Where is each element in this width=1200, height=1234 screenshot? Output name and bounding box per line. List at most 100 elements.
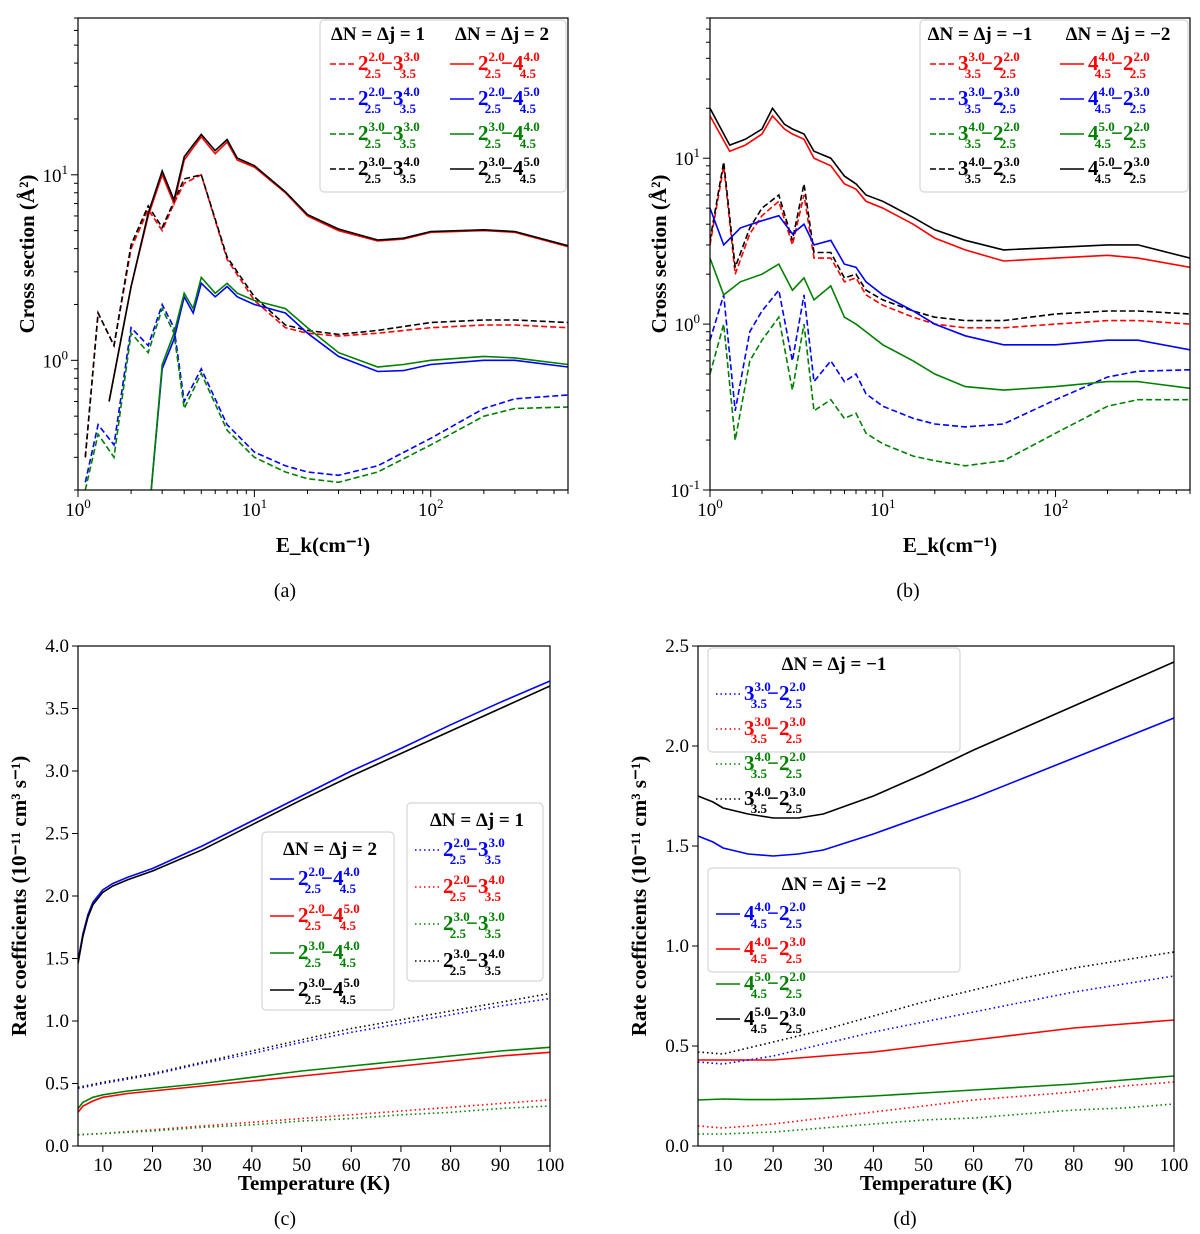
legend-label: 23.0 2.5−44.0 4.5 [478, 119, 540, 151]
legend-label: 22.0 2.5−34.0 3.5 [443, 872, 505, 904]
y-tick-label: 2.5 [665, 636, 689, 657]
x-tick-label: 80 [1064, 1155, 1083, 1176]
legend-label: 22.0 2.5−45.0 4.5 [478, 84, 540, 116]
legend-title: ΔN = Δj = −1 [928, 24, 1033, 45]
legend-label: 23.0 2.5−34.0 3.5 [443, 946, 505, 978]
caption-b: (b) [896, 580, 919, 602]
legend-d-1: ΔN = Δj = −2 44.0 4.5−22.0 2.544.0 4.5−23.0 2… [707, 867, 961, 1036]
series-group [698, 661, 1174, 1135]
x-tick-label: 90 [1114, 1155, 1133, 1176]
series-line-b-1 [710, 288, 1190, 428]
y-tick-label: 1.0 [45, 1011, 69, 1032]
legend-label: 44.0 4.5−22.0 2.5 [1088, 49, 1150, 81]
legend-label: 44.0 4.5−23.0 2.5 [1088, 84, 1150, 116]
legend-label: 44.0 4.5−23.0 2.5 [744, 934, 806, 966]
series-line-c-6 [78, 1105, 550, 1136]
legend-label: 22.0 2.5−44.0 4.5 [478, 49, 540, 81]
legend-label: 22.0 2.5−34.0 3.5 [358, 84, 420, 116]
y-tick-label: 3.5 [45, 699, 69, 720]
series-line-c-2 [78, 1046, 550, 1110]
legend-a-1: ΔN = Δj = 2 22.0 2.5−44.0 4.522.0 2.5−45.0 4.… [450, 24, 549, 186]
series-group [84, 133, 568, 490]
x-tick-label: 40 [242, 1155, 261, 1176]
legend-c-1: ΔN = Δj = 1 22.0 2.5−33.0 3.5 22.0 2.5−34.0 3.… [406, 802, 544, 982]
series-group [710, 106, 1190, 467]
x-tick-label: 50 [292, 1155, 311, 1176]
caption-d: (d) [893, 1208, 916, 1230]
y-tick-label: 0.0 [45, 1136, 69, 1157]
series-line-b-7 [710, 106, 1190, 259]
legend-label: 23.0 2.5−45.0 4.5 [298, 975, 360, 1007]
legend-title: ΔN = Δj = 1 [430, 810, 524, 831]
y-tick-label: 101 [675, 145, 701, 170]
series-line-a-6 [150, 275, 568, 490]
legend-frame [261, 831, 395, 1011]
legend-title: ΔN = Δj = −1 [782, 654, 887, 675]
series-line-c-7 [78, 992, 550, 1089]
legend-label: 22.0 2.5−44.0 4.5 [298, 864, 360, 896]
legend-label: 33.0 3.5−23.0 2.5 [958, 84, 1020, 116]
series-line-a-4 [108, 135, 568, 402]
series-line-b-4 [710, 114, 1190, 269]
y-tick-label: 101 [43, 162, 69, 187]
series-line-d-6 [698, 1103, 1174, 1135]
legend-label: 23.0 2.5−34.0 3.5 [358, 154, 420, 186]
series-line-a-7 [108, 133, 568, 402]
legend-label: 22.0 2.5−33.0 3.5 [443, 835, 505, 867]
legend-label: 34.0 3.5−23.0 2.5 [958, 154, 1020, 186]
series-line-d-2 [698, 1075, 1174, 1101]
legend-frame [406, 802, 544, 982]
legend-a-0: ΔN = Δj = 1 22.0 2.5−33.0 3.522.0 2.5−34.0 3.… [319, 19, 567, 193]
y-tick-label: 2.0 [665, 736, 689, 757]
x-axis-label: E_k(cm⁻¹) [903, 533, 997, 557]
caption-c: (c) [274, 1208, 296, 1230]
legend-label: 34.0 3.5−22.0 2.5 [958, 119, 1020, 151]
legend-d-0: ΔN = Δj = −1 33.0 3.5−22.0 2.533.0 3.5−23.0 2… [707, 647, 961, 816]
y-axis-label: Cross section (Å²) [647, 175, 671, 334]
series-group [78, 680, 550, 1136]
legend-label: 33.0 3.5−22.0 2.5 [958, 49, 1020, 81]
panel-d: 10 20 30 40 50 60 70 80 90 100 0.0 0.5 1.0 1.5 2.0 2.5 T… [627, 636, 1188, 1195]
y-tick-label: 0.5 [665, 1036, 689, 1057]
legend-label: 45.0 4.5−22.0 2.5 [1088, 119, 1150, 151]
series-line-c-3 [78, 685, 550, 964]
legend-label: 23.0 2.5−45.0 4.5 [478, 154, 540, 186]
x-tick-label: 100 [536, 1155, 565, 1176]
x-tick-label: 90 [491, 1155, 510, 1176]
legend-label: 23.0 2.5−33.0 3.5 [358, 119, 420, 151]
x-tick-label: 101 [870, 496, 896, 521]
x-tick-label: 20 [143, 1155, 162, 1176]
y-tick-label: 1.5 [45, 949, 69, 970]
legend-label: 45.0 4.5−23.0 2.5 [744, 1004, 806, 1036]
legend-label: 22.0 2.5−45.0 4.5 [298, 901, 360, 933]
legend-label: 34.0 3.5−23.0 2.5 [744, 784, 806, 816]
x-tick-label: 50 [914, 1155, 933, 1176]
y-tick-label: 3.0 [45, 761, 69, 782]
legend-title: ΔN = Δj = −2 [1066, 24, 1171, 45]
series-line-c-5 [78, 1099, 550, 1136]
series-line-d-3 [698, 661, 1174, 819]
legend-label: 23.0 2.5−44.0 4.5 [298, 938, 360, 970]
series-line-c-4 [78, 997, 550, 1090]
y-tick-label: 0.0 [665, 1136, 689, 1157]
legend-label: 33.0 3.5−23.0 2.5 [744, 714, 806, 746]
series-line-b-3 [710, 161, 1190, 322]
x-tick-label: 102 [418, 496, 444, 521]
panel-a: 100 101 102 100 101 E_k(cm⁻¹) Cross section (Å… [15, 17, 569, 557]
series-line-d-5 [698, 1081, 1174, 1129]
x-tick-label: 30 [814, 1155, 833, 1176]
series-line-b-6 [710, 257, 1190, 391]
x-tick-label: 10 [93, 1155, 112, 1176]
y-tick-label: 100 [675, 311, 701, 336]
legend-label: 44.0 4.5−22.0 2.5 [744, 899, 806, 931]
panel-c: 10 20 30 40 50 60 70 80 90 100 0.0 0.5 1.0 1.5 2.0 2.5 3… [7, 636, 564, 1195]
series-line-a-3 [84, 173, 568, 458]
series-line-b-0 [710, 165, 1190, 329]
y-tick-label: 2.0 [45, 886, 69, 907]
x-axis-label: E_k(cm⁻¹) [276, 533, 370, 557]
axes-frame-b [709, 17, 1191, 491]
y-tick-label: 0.5 [45, 1074, 69, 1095]
series-line-c-0 [78, 680, 550, 962]
series-line-b-2 [710, 315, 1190, 467]
legend-label: 33.0 3.5−22.0 2.5 [744, 679, 806, 711]
